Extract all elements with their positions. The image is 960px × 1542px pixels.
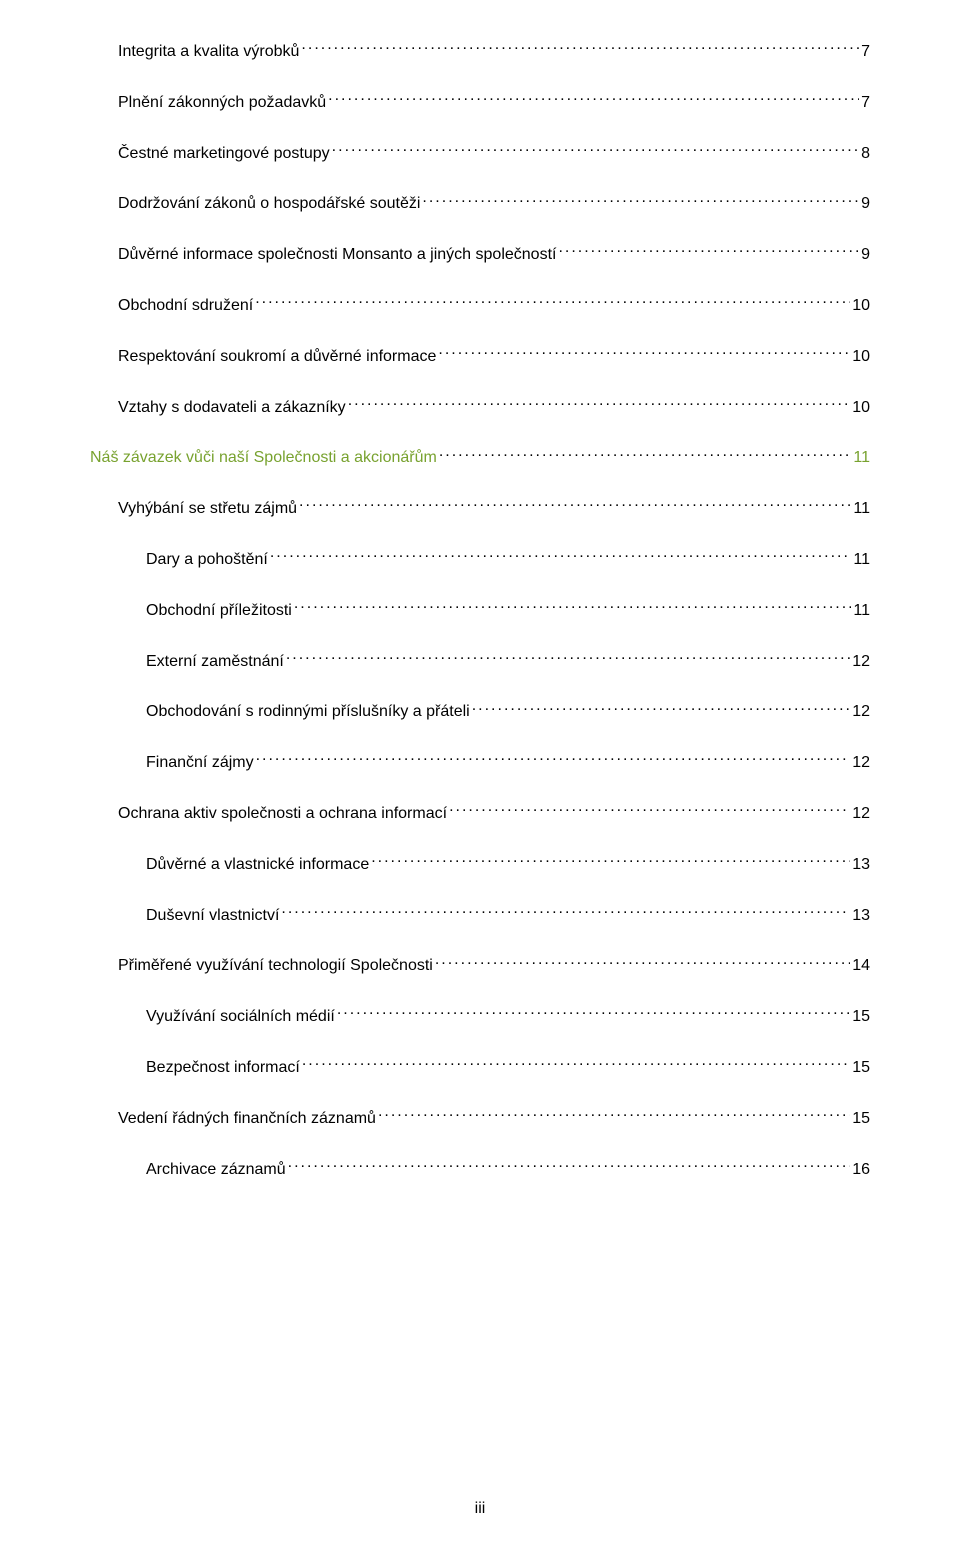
toc-leader-dots — [558, 243, 859, 259]
toc-leader-dots — [348, 396, 851, 412]
toc-entry-label: Duševní vlastnictví — [146, 906, 279, 927]
toc-entry-page: 11 — [853, 448, 870, 469]
toc-entry-page: 14 — [852, 956, 870, 977]
toc-leader-dots — [301, 40, 859, 56]
toc-entry-page: 13 — [852, 855, 870, 876]
toc-entry: Čestné marketingové postupy 8 — [90, 142, 870, 165]
toc-entry: Duševní vlastnictví 13 — [90, 904, 870, 927]
toc-entry-label: Obchodní sdružení — [118, 296, 253, 317]
toc-entry: Integrita a kvalita výrobků 7 — [90, 40, 870, 63]
toc-leader-dots — [371, 853, 850, 869]
toc-entry: Bezpečnost informací 15 — [90, 1056, 870, 1079]
toc-entry-label: Vztahy s dodavateli a zákazníky — [118, 398, 346, 419]
toc-leader-dots — [332, 142, 859, 158]
toc-leader-dots — [288, 1158, 851, 1174]
toc-entry-page: 9 — [861, 194, 870, 215]
toc-entry-label: Dary a pohoštění — [146, 550, 268, 571]
toc-leader-dots — [422, 192, 859, 208]
toc-entry-page: 15 — [852, 1007, 870, 1028]
toc-entry-label: Obchodování s rodinnými příslušníky a př… — [146, 702, 470, 723]
toc-entry-label: Vyhýbání se střetu zájmů — [118, 499, 297, 520]
toc-leader-dots — [286, 650, 850, 666]
toc-entry-page: 15 — [852, 1109, 870, 1130]
toc-entry-label: Důvěrné a vlastnické informace — [146, 855, 369, 876]
toc-entry-label: Bezpečnost informací — [146, 1058, 300, 1079]
toc-entry-page: 9 — [861, 245, 870, 266]
toc-leader-dots — [337, 1005, 850, 1021]
toc-leader-dots — [256, 751, 851, 767]
toc-leader-dots — [255, 294, 850, 310]
toc-entry: Dary a pohoštění 11 — [90, 548, 870, 571]
toc-entry-page: 10 — [852, 398, 870, 419]
toc-entry: Vyhýbání se střetu zájmů 11 — [90, 497, 870, 520]
toc-entry: Důvěrné informace společnosti Monsanto a… — [90, 243, 870, 266]
toc-entry-page: 15 — [852, 1058, 870, 1079]
toc-leader-dots — [299, 497, 851, 513]
toc-entry: Ochrana aktiv společnosti a ochrana info… — [90, 802, 870, 825]
toc-entry: Obchodní příležitosti 11 — [90, 599, 870, 622]
toc-leader-dots — [281, 904, 850, 920]
toc-leader-dots — [472, 700, 850, 716]
toc-entry-page: 7 — [861, 93, 870, 114]
toc-entry-page: 11 — [853, 601, 870, 622]
toc-entry: Využívání sociálních médií 15 — [90, 1005, 870, 1028]
toc-entry: Respektování soukromí a důvěrné informac… — [90, 345, 870, 368]
toc-entry: Důvěrné a vlastnické informace 13 — [90, 853, 870, 876]
toc-entry-label: Archivace záznamů — [146, 1160, 286, 1181]
toc-entry-label: Respektování soukromí a důvěrné informac… — [118, 347, 436, 368]
toc-entry-label: Náš závazek vůči naší Společnosti a akci… — [90, 448, 437, 469]
toc-entry-label: Externí zaměstnání — [146, 652, 284, 673]
toc-entry-page: 10 — [852, 347, 870, 368]
table-of-contents: Integrita a kvalita výrobků 7Plnění záko… — [90, 40, 870, 1180]
toc-entry: Obchodní sdružení 10 — [90, 294, 870, 317]
toc-entry-label: Přiměřené využívání technologií Společno… — [118, 956, 433, 977]
toc-leader-dots — [438, 345, 850, 361]
toc-entry-page: 16 — [852, 1160, 870, 1181]
toc-leader-dots — [439, 446, 852, 462]
toc-entry: Obchodování s rodinnými příslušníky a př… — [90, 700, 870, 723]
toc-entry: Archivace záznamů 16 — [90, 1158, 870, 1181]
toc-entry-label: Využívání sociálních médií — [146, 1007, 335, 1028]
toc-entry-page: 12 — [852, 702, 870, 723]
toc-entry-label: Důvěrné informace společnosti Monsanto a… — [118, 245, 556, 266]
toc-entry-page: 12 — [852, 804, 870, 825]
toc-entry: Přiměřené využívání technologií Společno… — [90, 954, 870, 977]
toc-entry-page: 10 — [852, 296, 870, 317]
toc-leader-dots — [378, 1107, 850, 1123]
toc-entry-page: 7 — [861, 42, 870, 63]
toc-entry-label: Čestné marketingové postupy — [118, 144, 330, 165]
toc-leader-dots — [270, 548, 852, 564]
toc-entry-page: 13 — [852, 906, 870, 927]
toc-entry: Vedení řádných finančních záznamů 15 — [90, 1107, 870, 1130]
toc-entry-label: Dodržování zákonů o hospodářské soutěži — [118, 194, 420, 215]
toc-entry: Náš závazek vůči naší Společnosti a akci… — [90, 446, 870, 469]
document-page: Integrita a kvalita výrobků 7Plnění záko… — [0, 0, 960, 1542]
toc-entry-label: Plnění zákonných požadavků — [118, 93, 326, 114]
toc-entry-page: 12 — [852, 652, 870, 673]
toc-entry-label: Integrita a kvalita výrobků — [118, 42, 299, 63]
toc-entry-page: 8 — [861, 144, 870, 165]
toc-entry: Vztahy s dodavateli a zákazníky 10 — [90, 396, 870, 419]
page-footer-number: iii — [0, 1500, 960, 1518]
toc-entry: Finanční zájmy 12 — [90, 751, 870, 774]
toc-leader-dots — [435, 954, 850, 970]
toc-entry: Dodržování zákonů o hospodářské soutěži … — [90, 192, 870, 215]
toc-entry: Externí zaměstnání 12 — [90, 650, 870, 673]
toc-entry-page: 11 — [853, 499, 870, 520]
toc-entry-page: 12 — [852, 753, 870, 774]
toc-leader-dots — [449, 802, 850, 818]
toc-entry-label: Obchodní příležitosti — [146, 601, 292, 622]
toc-leader-dots — [328, 91, 859, 107]
toc-entry-page: 11 — [853, 550, 870, 571]
toc-entry-label: Vedení řádných finančních záznamů — [118, 1109, 376, 1130]
toc-leader-dots — [302, 1056, 850, 1072]
toc-leader-dots — [294, 599, 852, 615]
toc-entry-label: Ochrana aktiv společnosti a ochrana info… — [118, 804, 447, 825]
toc-entry: Plnění zákonných požadavků 7 — [90, 91, 870, 114]
toc-entry-label: Finanční zájmy — [146, 753, 254, 774]
